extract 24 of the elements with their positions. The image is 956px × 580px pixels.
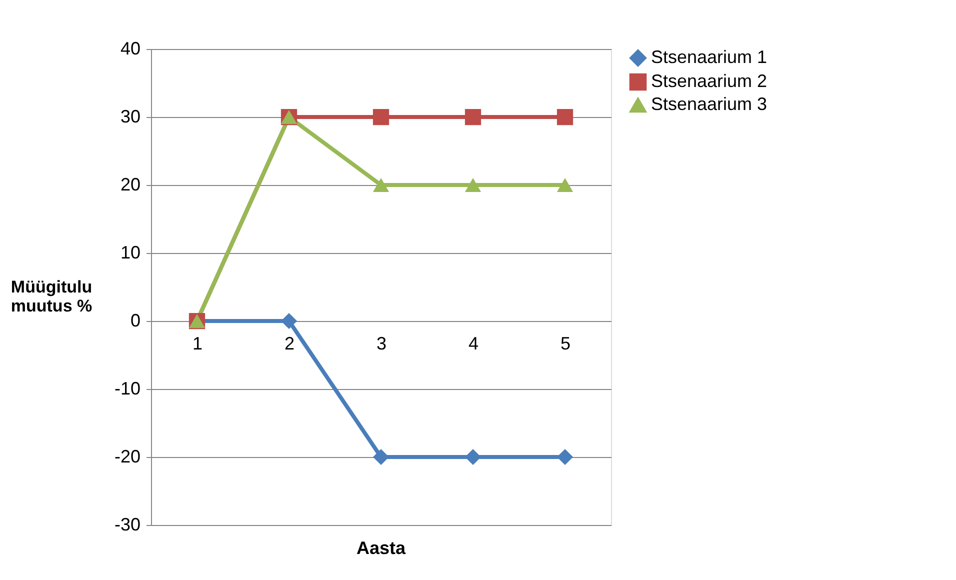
y-tick-label: 0 xyxy=(130,310,140,330)
x-tick-label: 1 xyxy=(192,334,203,354)
legend-label: Stsenaarium 3 xyxy=(651,94,768,114)
y-tick-label: -10 xyxy=(114,378,140,398)
y-tick-label: 40 xyxy=(120,38,140,58)
legend-label: Stsenaarium 2 xyxy=(651,71,768,91)
x-tick-label: 2 xyxy=(284,334,295,354)
point xyxy=(464,178,482,192)
point xyxy=(372,108,390,126)
y-axis-title: Müügitulu muutus % xyxy=(10,278,92,316)
y-tick-label: -30 xyxy=(114,514,140,534)
point xyxy=(464,108,482,126)
x-tick-label: 5 xyxy=(560,334,571,354)
point xyxy=(556,108,574,126)
y-tick-label: 30 xyxy=(120,106,140,126)
point xyxy=(372,178,390,192)
x-tick-label: 3 xyxy=(376,334,387,354)
point xyxy=(556,178,574,192)
y-tick-label: 20 xyxy=(120,174,140,194)
x-axis-title: Aasta xyxy=(356,538,406,558)
y-tick-label: -20 xyxy=(114,446,140,466)
legend-label: Stsenaarium 1 xyxy=(651,47,768,67)
y-tick-label: 10 xyxy=(120,242,140,262)
x-tick-label: 4 xyxy=(468,334,479,354)
